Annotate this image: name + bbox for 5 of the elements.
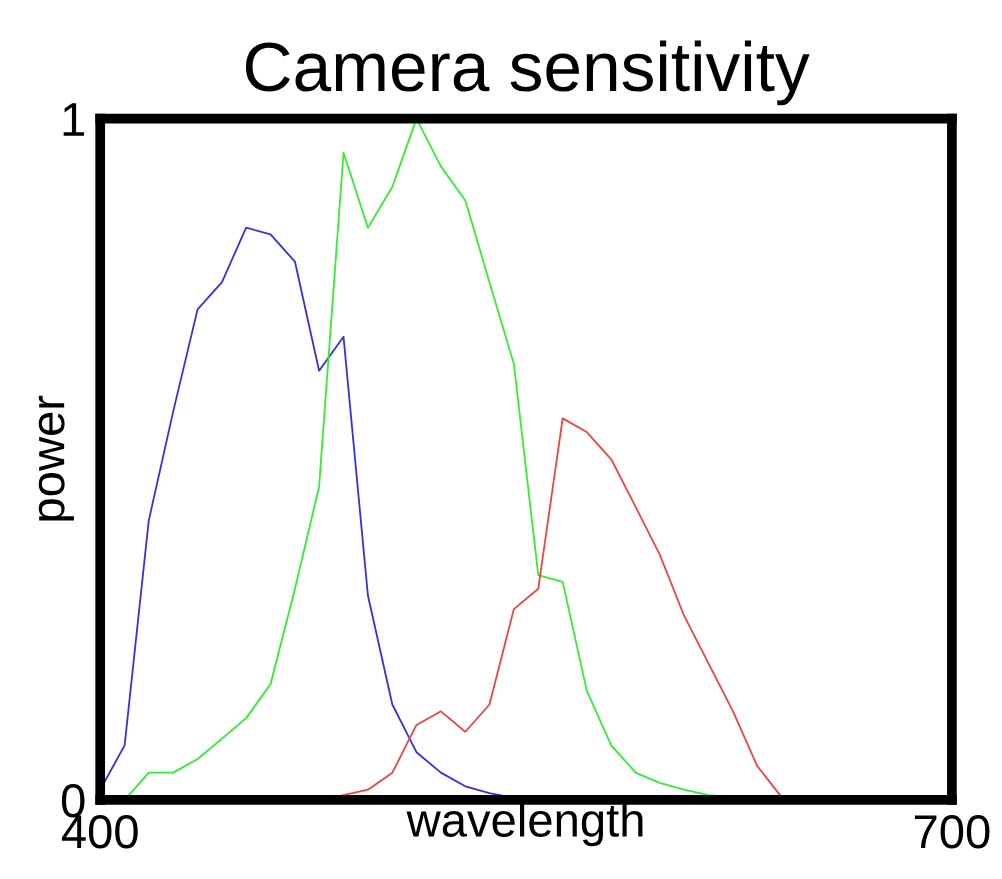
chart-title: Camera sensitivity (245, 40, 810, 106)
y-axis-title: power (38, 395, 74, 521)
x-axis-title: wavelength (406, 802, 643, 847)
y-tick-label: 1 (63, 103, 85, 136)
x-tick-label: 700 (914, 815, 990, 849)
